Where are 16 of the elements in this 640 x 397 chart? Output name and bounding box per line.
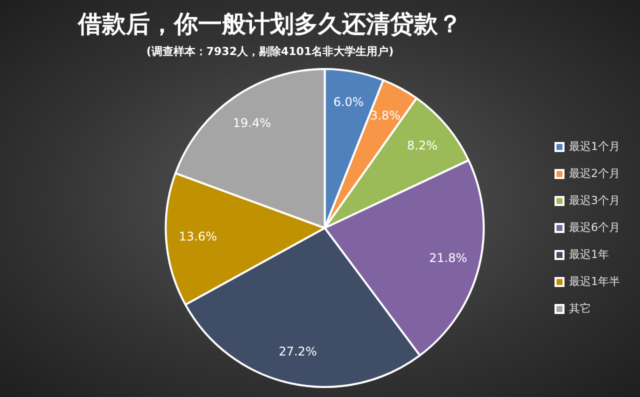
data-label: 6.0% (333, 95, 364, 110)
legend-label: 最迟3个月 (569, 194, 620, 207)
legend-label: 最迟1年 (569, 248, 609, 261)
chart-subtitle: (调查样本：7932人，剔除4101名非大学生用户) (145, 44, 395, 59)
legend-label: 其它 (569, 302, 591, 315)
data-label: 21.8% (429, 250, 468, 265)
chart-title: 借款后，你一般计划多久还清贷款？ (76, 9, 463, 40)
data-label: 13.6% (178, 230, 217, 244)
data-label: 3.8% (370, 108, 401, 122)
data-label: 8.2% (407, 138, 438, 152)
legend-label: 最迟1年半 (569, 274, 620, 288)
legend-label: 最迟6个月 (569, 220, 620, 234)
legend-label: 最迟1个月 (569, 140, 620, 153)
legend-label: 最迟2个月 (569, 166, 620, 180)
data-label: 27.2% (278, 344, 317, 358)
data-label: 19.4% (232, 116, 271, 130)
